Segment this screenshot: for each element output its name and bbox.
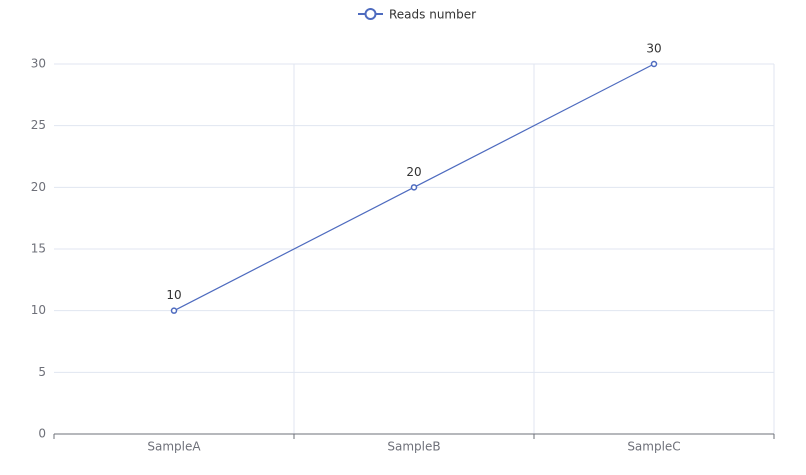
data-point [170,307,178,314]
x-tick-label: SampleA [147,440,201,454]
y-tick-label: 25 [31,118,46,132]
data-label: 20 [406,165,421,179]
y-tick-label: 30 [31,57,46,71]
y-tick-label: 5 [38,365,46,379]
y-tick-label: 10 [31,303,46,317]
x-tick-label: SampleC [627,440,680,454]
y-tick-label: 15 [31,242,46,256]
data-label: 30 [646,42,661,56]
x-tick-label: SampleB [387,440,440,454]
data-point [650,60,658,68]
data-label: 10 [166,288,181,302]
y-tick-label: 20 [31,180,46,194]
legend-label[interactable]: Reads number [389,8,476,22]
data-point [410,184,418,191]
legend-icon-circle[interactable] [364,8,377,20]
y-tick-label: 0 [38,427,46,441]
